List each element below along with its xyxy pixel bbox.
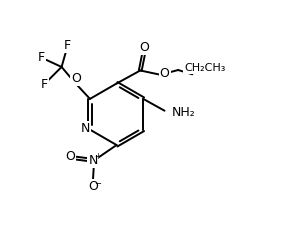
Text: O: O bbox=[139, 40, 149, 54]
Text: F: F bbox=[41, 78, 48, 91]
Text: O: O bbox=[65, 150, 75, 163]
Text: CH₂CH₃: CH₂CH₃ bbox=[184, 63, 225, 73]
Text: O: O bbox=[71, 72, 81, 85]
Text: O: O bbox=[88, 180, 98, 193]
Text: N: N bbox=[81, 122, 90, 135]
Text: N: N bbox=[88, 154, 98, 167]
Text: NH₂: NH₂ bbox=[172, 106, 196, 119]
Text: F: F bbox=[37, 51, 45, 64]
Text: +: + bbox=[95, 152, 101, 161]
Text: F: F bbox=[64, 39, 71, 52]
Text: −: − bbox=[94, 179, 101, 188]
Text: O: O bbox=[160, 67, 170, 80]
